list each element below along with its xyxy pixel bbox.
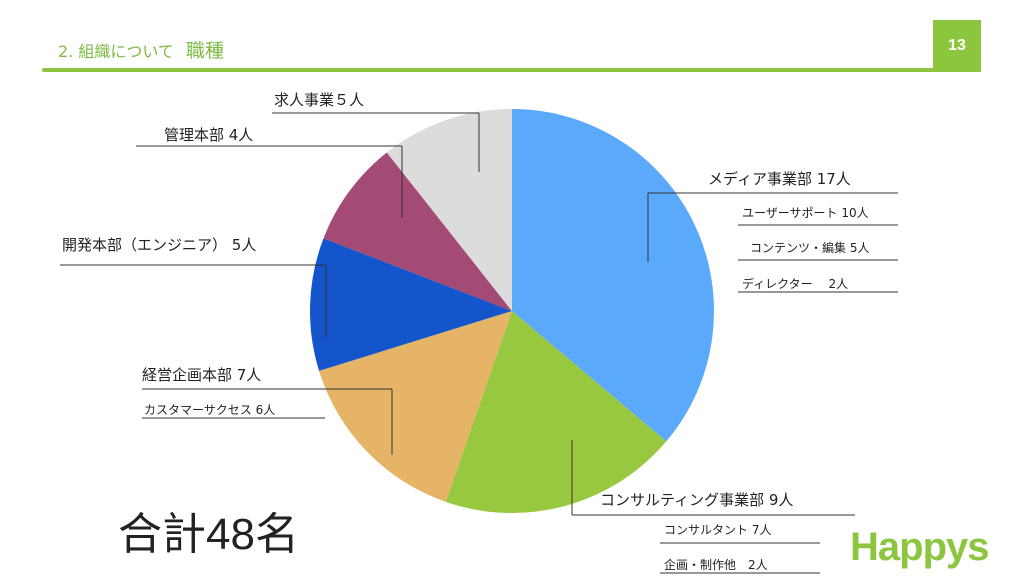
slice-admin — [323, 152, 512, 311]
label-consulting: コンサルティング事業部 9人 — [600, 491, 794, 509]
happys-logo: Happys — [850, 525, 989, 569]
slice-planning — [319, 311, 512, 502]
sublabel-user-support: ユーザーサポート 10人 — [742, 206, 869, 220]
label-dev: 開発本部（エンジニア） 5人 — [62, 236, 257, 254]
sublabel-planning-production: 企画・制作他 2人 — [664, 558, 768, 572]
header-underline — [42, 68, 980, 72]
sublabel-consultant: コンサルタント 7人 — [664, 523, 772, 537]
slice-media — [512, 109, 714, 442]
slice-dev — [309, 238, 512, 371]
label-admin: 管理本部 4人 — [164, 126, 254, 144]
sublabel-customer-success: カスタマーサクセス 6人 — [144, 403, 276, 417]
slice-consulting — [445, 311, 667, 514]
sublabel-contents: コンテンツ・編集 5人 — [750, 241, 870, 255]
label-planning: 経営企画本部 7人 — [142, 366, 262, 384]
total-count: 合計48名 — [118, 510, 299, 559]
sublabel-director: ディレクター 2人 — [742, 277, 849, 291]
section-label: 2. 組織について — [58, 42, 174, 61]
label-media: メディア事業部 17人 — [708, 170, 851, 188]
topic-label: 職種 — [185, 40, 224, 62]
label-recruit: 求人事業５人 — [274, 91, 365, 109]
slice-recruit — [386, 109, 512, 311]
page-number-badge: 13 — [933, 20, 981, 72]
slide-title: 2. 組織について 職種 — [58, 36, 224, 63]
